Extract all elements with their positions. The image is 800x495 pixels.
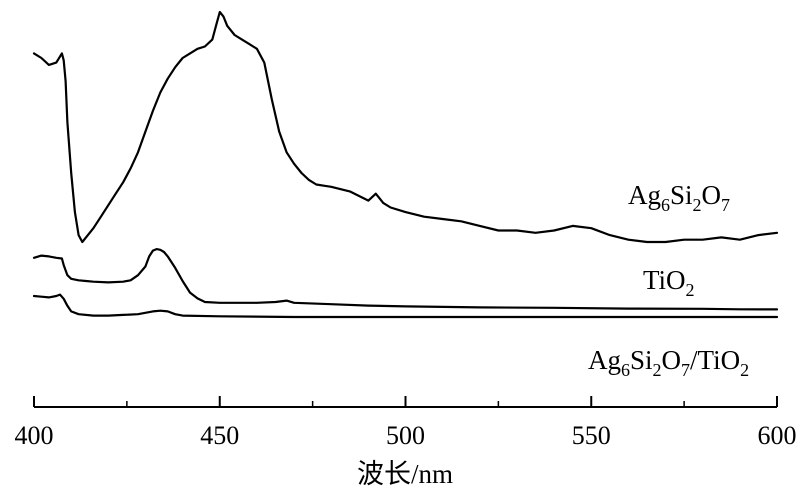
plot-area [32,10,779,319]
x-tick-label: 550 [572,421,611,450]
series-label-ag6si2o7-tio2: Ag6Si2O7/TiO2 [588,345,749,380]
series-line-tio2 [32,248,779,311]
series-label-ag6si2o7: Ag6Si2O7 [628,180,730,215]
series-label-tio2: TiO2 [643,265,695,300]
x-tick-label: 400 [15,421,54,450]
series-line-ag6si2o7 [32,10,779,244]
x-tick-label: 500 [386,421,425,450]
x-axis-ticks: 400 450 500 550 600 [15,396,797,450]
series-line-ag6si2o7-tio2 [32,293,779,319]
x-axis-title: 波长/nm [357,459,453,489]
x-tick-label: 600 [758,421,797,450]
x-tick-label: 450 [200,421,239,450]
